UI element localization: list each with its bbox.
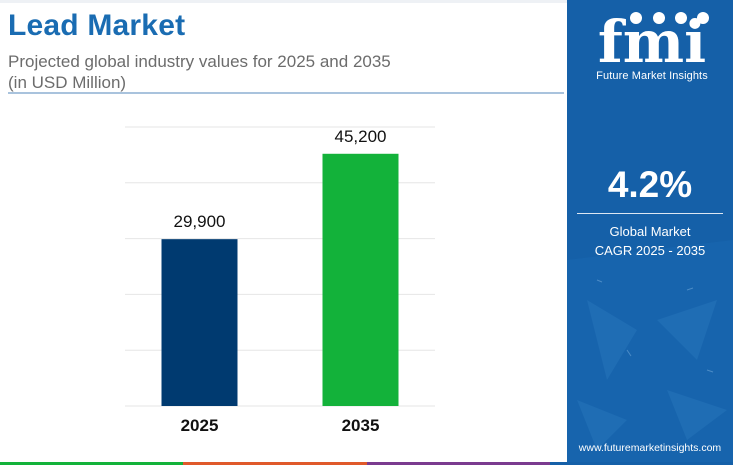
subtitle-line-2: (in USD Million) <box>8 73 127 92</box>
strip-segment <box>366 462 550 465</box>
fmi-logo: fmi Future Market Insights <box>587 8 717 86</box>
strip-segment <box>0 462 184 465</box>
x-tick-label-2035: 2035 <box>342 416 380 435</box>
cagr-label-line-1: Global Market <box>609 224 691 239</box>
brand-name: Future Market Insights <box>596 70 708 82</box>
side-panel: fmi Future Market Insights 4.2% Global M… <box>567 0 733 465</box>
strip-segment <box>549 462 733 465</box>
fmi-logo-mark: fmi <box>598 8 709 76</box>
page-subtitle: Projected global industry values for 202… <box>8 51 391 93</box>
bar-2025 <box>161 239 238 406</box>
data-label-2035: 45,200 <box>335 127 387 146</box>
logo-person-icon <box>675 12 687 24</box>
cagr-label-line-2: CAGR 2025 - 2035 <box>594 243 706 258</box>
panel-texture <box>567 240 733 465</box>
subtitle-line-1: Projected global industry values for 202… <box>8 52 391 71</box>
header-divider <box>8 92 564 94</box>
page-title: Lead Market <box>8 9 186 42</box>
logo-bulb-icon <box>653 12 665 24</box>
fmi-letters: fmi <box>598 8 706 70</box>
bar-chart: 29,900 2025 45,200 2035 <box>125 126 435 435</box>
strip-segment <box>183 462 367 465</box>
data-label-2025: 29,900 <box>174 212 226 231</box>
logo-globe-icon <box>630 12 642 24</box>
chart-labels: 29,900 2025 45,200 2035 <box>174 127 387 435</box>
top-strip <box>0 0 733 3</box>
logo-chart-icon <box>697 12 709 24</box>
cagr-divider <box>577 213 723 214</box>
website-url: www.futuremarketinsights.com <box>578 442 722 454</box>
cagr-label: Global Market CAGR 2025 - 2035 <box>567 222 733 260</box>
x-tick-label-2025: 2025 <box>181 416 219 435</box>
chart-bars <box>161 153 399 406</box>
cagr-value: 4.2% <box>607 164 693 205</box>
bar-2035 <box>322 153 399 406</box>
